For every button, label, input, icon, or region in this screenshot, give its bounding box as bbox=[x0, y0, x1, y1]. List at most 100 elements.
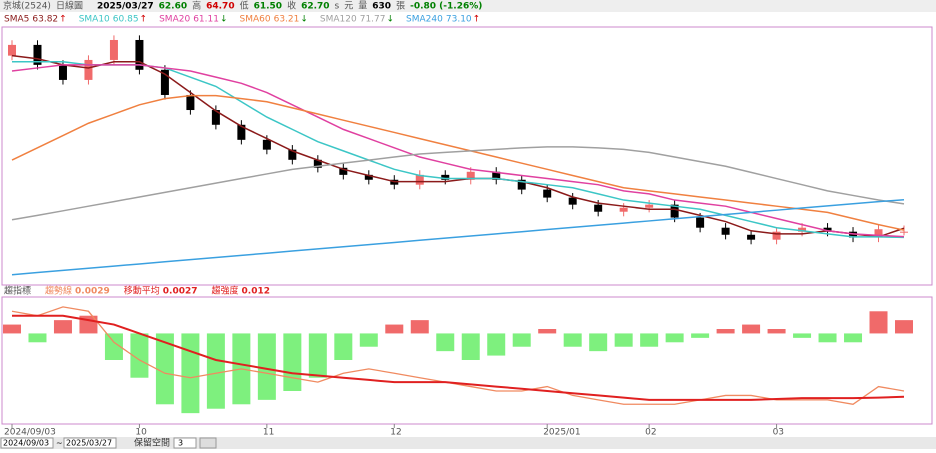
candle-body bbox=[288, 149, 297, 160]
indicator-line bbox=[11, 306, 905, 405]
indicator-legend-value: 0.012 bbox=[242, 287, 270, 297]
ma-line bbox=[11, 94, 905, 231]
histogram-bar bbox=[512, 333, 531, 347]
header-item: 收 bbox=[287, 0, 296, 12]
tilde: ~ bbox=[56, 439, 63, 448]
header-item: 高 bbox=[192, 0, 201, 12]
legend-value: 60.85 bbox=[113, 15, 139, 25]
start-date: 2024/09/03 bbox=[3, 439, 49, 448]
candle-body bbox=[772, 231, 781, 240]
legend-arrow: ↑ bbox=[140, 15, 148, 25]
candle-body bbox=[135, 39, 144, 70]
candle-body bbox=[670, 204, 679, 218]
indicator-legend-name: 趨強度 bbox=[212, 285, 239, 297]
histogram-bar bbox=[640, 333, 659, 347]
header-item: 61.50 bbox=[254, 2, 282, 12]
candle-body bbox=[339, 167, 348, 175]
candle-body bbox=[900, 231, 908, 233]
candle-body bbox=[492, 171, 501, 180]
space-label: 保留空間 bbox=[134, 437, 170, 449]
candle-body bbox=[696, 217, 705, 228]
histogram-bar bbox=[206, 333, 225, 409]
histogram-bar bbox=[665, 333, 684, 343]
header-item: s bbox=[335, 2, 340, 12]
legend-name: SMA240 bbox=[406, 15, 443, 25]
legend-arrow: ↓ bbox=[387, 15, 395, 25]
start-box[interactable] bbox=[0, 437, 54, 449]
candle-body bbox=[747, 234, 756, 240]
indicator-panel bbox=[1, 296, 933, 425]
histogram-bar bbox=[844, 333, 863, 343]
candle-body bbox=[109, 39, 118, 60]
legend-name: SMA20 bbox=[159, 15, 190, 25]
candle-body bbox=[874, 229, 883, 238]
legend-arrow: ↓ bbox=[300, 15, 308, 25]
legend-name: SMA5 bbox=[4, 15, 29, 25]
histogram-bar bbox=[895, 320, 913, 334]
header-item: 張 bbox=[396, 1, 405, 12]
header-item: 日線圖 bbox=[56, 0, 83, 12]
candle-body bbox=[186, 94, 195, 111]
space-box[interactable] bbox=[173, 437, 197, 449]
candle-body bbox=[849, 231, 858, 238]
footer-bar bbox=[0, 437, 936, 449]
x-tick-label: 02 bbox=[645, 428, 656, 438]
candle-body bbox=[721, 227, 730, 235]
legend-value: 71.77 bbox=[360, 15, 386, 25]
ma-line bbox=[11, 146, 905, 221]
histogram-bar bbox=[53, 320, 72, 334]
x-tick-label: 2024/09/03 bbox=[4, 428, 56, 438]
candle-body bbox=[262, 139, 271, 150]
histogram-bar bbox=[257, 333, 276, 400]
candle-body bbox=[619, 207, 628, 212]
indicator-legend-name: 趨勢線 bbox=[45, 285, 72, 297]
histogram-bar bbox=[742, 324, 761, 334]
header-item: 量 bbox=[358, 1, 367, 12]
legend-name: SMA60 bbox=[240, 15, 271, 25]
candle-body bbox=[84, 59, 93, 80]
candle-body bbox=[8, 44, 16, 56]
end-box[interactable] bbox=[63, 437, 117, 449]
histogram-bar bbox=[385, 324, 404, 334]
indicator-legend-value: 0.0029 bbox=[75, 287, 110, 297]
candle-body bbox=[517, 179, 526, 190]
legend-arrow: ↑ bbox=[473, 15, 481, 25]
histogram-bar bbox=[334, 333, 353, 360]
apply-button[interactable] bbox=[199, 437, 217, 449]
x-tick-label: 2025/01 bbox=[543, 428, 580, 438]
space-value: 3 bbox=[178, 439, 183, 448]
histogram-bar bbox=[818, 333, 837, 343]
legend-value: 61.11 bbox=[193, 15, 219, 25]
histogram-bar bbox=[436, 333, 455, 352]
histogram-bar bbox=[793, 333, 812, 338]
x-tick-label: 03 bbox=[773, 428, 784, 438]
legend-value: 73.10 bbox=[446, 15, 472, 25]
histogram-bar bbox=[716, 329, 735, 334]
ma-line bbox=[11, 198, 905, 276]
ma-line bbox=[11, 54, 905, 238]
histogram-bar bbox=[130, 333, 149, 378]
candle-body bbox=[237, 124, 246, 140]
legend-name: SMA10 bbox=[79, 15, 110, 25]
x-tick-label: 10 bbox=[135, 428, 147, 438]
candle-body bbox=[313, 159, 322, 168]
indicator-title: 趨指標 bbox=[4, 285, 31, 297]
histogram-bar bbox=[181, 333, 200, 414]
legend-name: SMA120 bbox=[320, 15, 357, 25]
candle-body bbox=[543, 189, 552, 198]
candle-body bbox=[594, 204, 603, 212]
candle-body bbox=[798, 227, 807, 232]
indicator-legend-value: 0.0027 bbox=[163, 287, 198, 297]
legend-arrow: ↓ bbox=[220, 15, 228, 25]
header-item: 元 bbox=[344, 2, 353, 12]
histogram-bar bbox=[869, 311, 888, 334]
legend-arrow: ↑ bbox=[59, 15, 67, 25]
candle-body bbox=[466, 171, 475, 180]
histogram-bar bbox=[28, 333, 47, 343]
histogram-bar bbox=[410, 320, 429, 334]
histogram-bar bbox=[691, 333, 710, 338]
price-panel bbox=[1, 26, 933, 286]
histogram-bar bbox=[308, 333, 327, 378]
